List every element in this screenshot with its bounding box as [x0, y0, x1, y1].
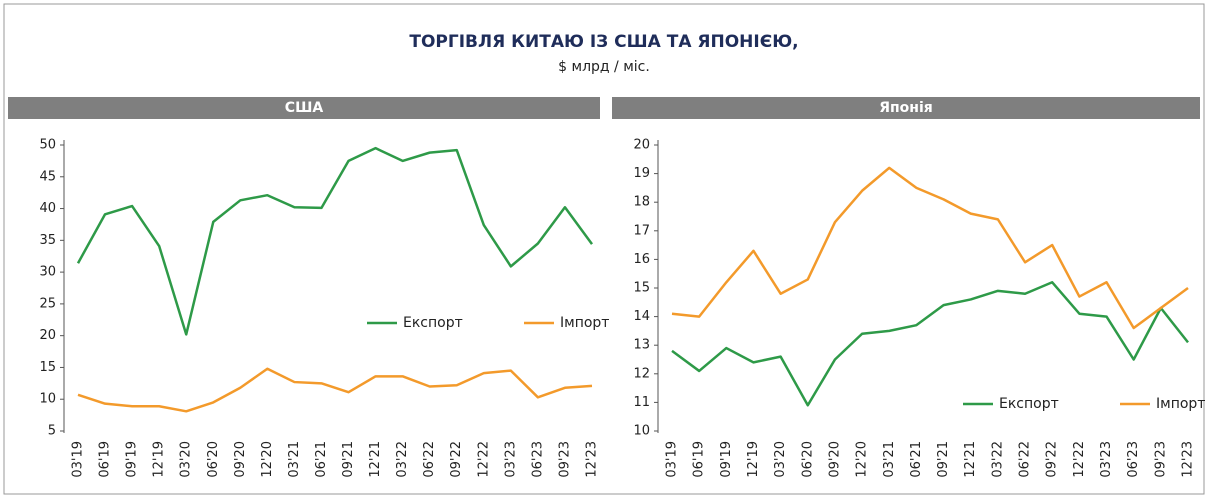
y-tick-label: 30	[39, 265, 56, 280]
series-line	[76, 146, 594, 336]
x-tick-label: 03'22	[395, 441, 410, 478]
y-tick-label: 10	[39, 392, 56, 407]
y-tick-label: 25	[39, 296, 56, 311]
series-line	[77, 367, 593, 413]
subtitle: $ млрд / міс.	[558, 59, 650, 75]
x-tick-label: 03'19	[665, 441, 680, 478]
x-tick-label: 12'22	[1072, 441, 1087, 478]
y-tick-label: 20	[633, 138, 650, 153]
x-tick-label: 09'21	[936, 441, 951, 478]
x-tick-label: 09'22	[449, 441, 464, 478]
y-tick-label: 20	[39, 328, 56, 343]
panel-header	[612, 97, 1200, 119]
x-tick-label: 09'22	[1045, 441, 1060, 478]
x-tick-label: 09'20	[827, 441, 842, 478]
title: ТОРГІВЛЯ КИТАЮ ІЗ США ТА ЯПОНІЄЮ,	[409, 32, 798, 52]
x-tick-label: 03'20	[179, 441, 194, 478]
x-tick-label: 03'21	[882, 441, 897, 478]
legend-label: Експорт	[999, 396, 1059, 412]
y-tick-label: 13	[633, 338, 650, 353]
x-tick-label: 06'22	[1018, 441, 1033, 478]
frame	[3, 3, 1205, 495]
y-tick-label: 15	[633, 281, 650, 296]
y-tick-label: 18	[633, 195, 650, 210]
y-tick-label: 10	[633, 424, 650, 439]
x-tick-label: 12'19	[746, 441, 761, 478]
x-tick-label: 09'19	[719, 441, 734, 478]
x-tick-label: 06'19	[692, 441, 707, 478]
x-tick-label: 03'23	[503, 441, 518, 478]
x-tick-label: 06'20	[800, 441, 815, 478]
legend-label: Імпорт	[560, 315, 609, 331]
y-tick-label: 11	[633, 395, 650, 410]
y-tick-label: 12	[633, 366, 650, 381]
y-tick-label: 19	[633, 166, 650, 181]
x-tick-label: 06'23	[530, 441, 545, 478]
x-tick-label: 12'23	[585, 441, 600, 478]
series-line	[671, 166, 1189, 330]
x-tick-label: 12'21	[368, 441, 383, 478]
y-tick-label: 35	[39, 233, 56, 248]
y-tick-label: 50	[39, 138, 56, 153]
x-tick-label: 03'23	[1099, 441, 1114, 478]
y-tick-label: 16	[633, 252, 650, 267]
panel-header	[8, 97, 600, 119]
legend-label: Експорт	[403, 315, 463, 331]
x-tick-label: 09'20	[233, 441, 248, 478]
y-tick-label: 17	[633, 223, 650, 238]
x-tick-label: 12'20	[260, 441, 275, 478]
x-tick-label: 06'20	[206, 441, 221, 478]
x-tick-label: 03'19	[71, 441, 86, 478]
y-tick-label: 14	[633, 309, 650, 324]
y-tick-label: 45	[39, 169, 56, 184]
x-tick-label: 12'19	[152, 441, 167, 478]
x-tick-label: 09'23	[557, 441, 572, 478]
x-tick-label: 12'21	[963, 441, 978, 478]
x-tick-label: 03'22	[990, 441, 1005, 478]
x-tick-label: 12'22	[476, 441, 491, 478]
x-tick-label: 12'23	[1181, 441, 1196, 478]
series-line	[671, 281, 1189, 407]
x-tick-label: 03'21	[287, 441, 302, 478]
x-tick-label: 09'19	[125, 441, 140, 478]
x-tick-label: 06'21	[314, 441, 329, 478]
panel-title: США	[285, 100, 324, 116]
y-tick-label: 15	[39, 360, 56, 375]
x-tick-label: 09'21	[341, 441, 356, 478]
y-tick-label: 5	[48, 424, 56, 439]
legend-label: Імпорт	[1156, 396, 1205, 412]
x-tick-label: 06'23	[1126, 441, 1141, 478]
x-tick-label: 12'20	[855, 441, 870, 478]
x-tick-label: 06'19	[98, 441, 113, 478]
x-tick-label: 09'23	[1153, 441, 1168, 478]
x-tick-label: 06'21	[909, 441, 924, 478]
panel-title: Японія	[879, 100, 933, 116]
x-tick-label: 03'20	[773, 441, 788, 478]
y-tick-label: 40	[39, 201, 56, 216]
x-tick-label: 06'22	[422, 441, 437, 478]
